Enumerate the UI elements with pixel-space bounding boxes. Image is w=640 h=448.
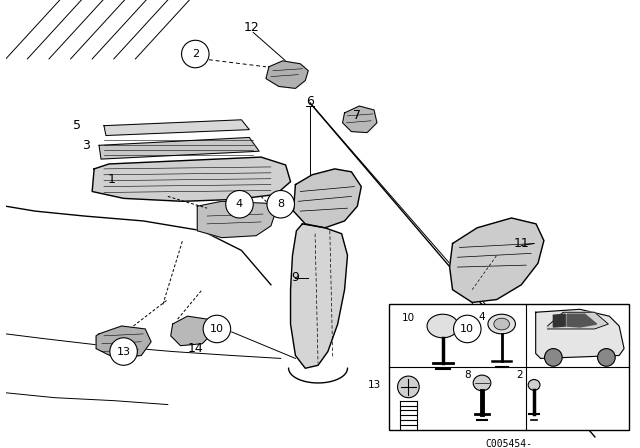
FancyBboxPatch shape	[388, 304, 629, 430]
Text: 8: 8	[464, 370, 470, 380]
Circle shape	[454, 315, 481, 343]
Text: 14: 14	[188, 342, 203, 355]
Text: 7: 7	[353, 109, 362, 122]
Polygon shape	[291, 224, 348, 368]
Polygon shape	[450, 218, 544, 302]
Text: 8: 8	[277, 199, 284, 209]
Polygon shape	[536, 309, 624, 358]
Polygon shape	[197, 201, 276, 237]
Text: 10: 10	[210, 324, 224, 334]
Text: 6: 6	[307, 95, 314, 108]
Polygon shape	[104, 120, 250, 135]
Text: 2: 2	[516, 370, 523, 380]
Text: 2: 2	[192, 49, 199, 59]
Polygon shape	[99, 138, 259, 159]
Polygon shape	[567, 314, 596, 327]
Circle shape	[545, 349, 562, 366]
Text: 13: 13	[116, 347, 131, 357]
Ellipse shape	[494, 318, 509, 330]
Polygon shape	[342, 106, 377, 133]
Ellipse shape	[473, 375, 491, 391]
Polygon shape	[554, 314, 565, 327]
Text: 3: 3	[83, 139, 90, 152]
Circle shape	[598, 349, 615, 366]
Text: 5: 5	[74, 119, 81, 132]
Polygon shape	[547, 312, 609, 329]
Text: C005454-: C005454-	[485, 439, 532, 448]
Polygon shape	[266, 61, 308, 88]
Text: 4: 4	[236, 199, 243, 209]
Ellipse shape	[427, 314, 458, 338]
Text: 11: 11	[513, 237, 529, 250]
Circle shape	[267, 190, 294, 218]
Text: 12: 12	[243, 21, 259, 34]
Circle shape	[203, 315, 230, 343]
Circle shape	[182, 40, 209, 68]
Text: 1: 1	[108, 173, 116, 186]
Ellipse shape	[397, 376, 419, 398]
Ellipse shape	[528, 379, 540, 390]
Polygon shape	[294, 169, 361, 228]
Ellipse shape	[488, 314, 515, 334]
Circle shape	[226, 190, 253, 218]
Polygon shape	[171, 316, 212, 346]
Text: 4: 4	[479, 312, 485, 322]
Text: 10: 10	[460, 324, 474, 334]
Text: 13: 13	[367, 380, 381, 390]
Polygon shape	[92, 157, 291, 201]
Polygon shape	[96, 326, 151, 358]
Text: 9: 9	[291, 271, 300, 284]
Circle shape	[110, 338, 138, 365]
Text: 10: 10	[402, 313, 415, 323]
